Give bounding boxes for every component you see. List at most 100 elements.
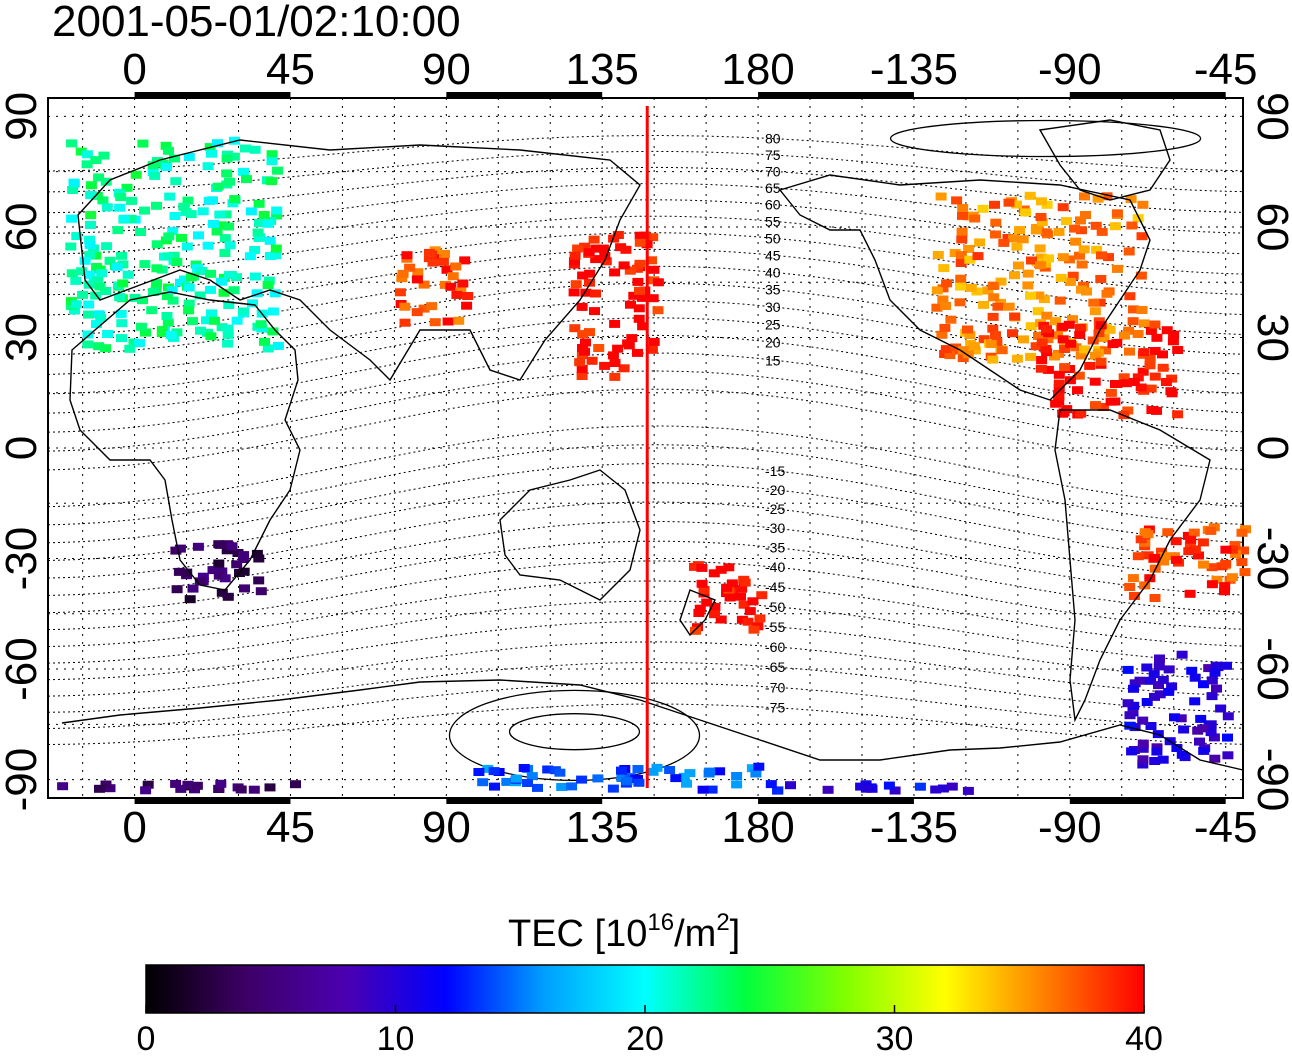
tec-cell <box>1067 315 1078 324</box>
tec-cell <box>1170 555 1182 564</box>
tec-cell <box>1033 331 1044 340</box>
tec-cell <box>146 306 158 315</box>
tec-cell <box>1151 747 1163 756</box>
tec-cell <box>1018 335 1029 344</box>
tec-cell <box>599 361 611 370</box>
tec-cell <box>135 228 147 236</box>
tec-cell <box>201 316 212 325</box>
top-lon-tick-label: 90 <box>422 45 471 94</box>
contour-label: 40 <box>765 264 781 280</box>
tec-cell <box>697 785 709 794</box>
tec-cell <box>221 169 233 178</box>
tec-cell <box>111 262 123 271</box>
tec-cell <box>1057 322 1069 331</box>
tec-cell <box>451 290 463 299</box>
tec-cell <box>883 781 895 790</box>
top-lon-tick-label: 0 <box>122 45 146 94</box>
tec-cell <box>473 768 485 776</box>
tec-cell <box>990 218 1002 227</box>
tec-cell <box>114 203 126 212</box>
tec-cell <box>100 780 112 789</box>
tec-cell <box>996 346 1008 355</box>
tec-cell <box>489 782 500 791</box>
tec-cell <box>1172 410 1184 419</box>
tec-cell <box>1094 298 1106 307</box>
tec-cell <box>148 288 159 296</box>
colorbar-label-exponent: 16 <box>647 909 674 936</box>
tec-cell <box>1075 351 1087 360</box>
tec-cell <box>1036 218 1048 227</box>
tec-cell <box>175 278 186 287</box>
frame-bar <box>1069 92 1226 98</box>
tec-cell <box>208 219 219 228</box>
frame-bar <box>1069 798 1226 804</box>
tec-cell <box>272 166 284 175</box>
tec-cell <box>262 219 274 228</box>
tec-cell <box>600 257 612 266</box>
tec-cell <box>231 316 243 325</box>
tec-cell <box>568 288 580 297</box>
tec-cell <box>1009 312 1021 321</box>
tec-cell <box>270 244 282 253</box>
tec-cell <box>750 769 762 778</box>
frame-bar <box>446 92 603 98</box>
tec-cell <box>1127 317 1139 326</box>
tec-cell <box>139 206 150 215</box>
new-zealand-coastline <box>679 589 716 637</box>
tec-cell <box>620 245 632 254</box>
tec-cell <box>1036 356 1048 364</box>
tec-cell <box>1098 334 1110 342</box>
tec-cell <box>1076 226 1087 235</box>
tec-cell <box>238 167 249 176</box>
frame-bar <box>758 92 914 98</box>
tec-cell <box>1194 737 1205 746</box>
tec-cell <box>447 272 459 281</box>
tec-cell <box>1211 684 1222 693</box>
contour-label: -50 <box>765 599 785 615</box>
tec-cell <box>889 786 901 795</box>
tec-cell <box>1221 661 1232 670</box>
tec-cell <box>65 242 77 251</box>
tec-cell <box>1183 547 1195 556</box>
tec-cell <box>97 196 109 205</box>
tec-cell <box>1227 545 1238 554</box>
tec-cell <box>735 592 746 601</box>
tec-cell <box>1137 200 1149 209</box>
tec-cell <box>163 232 175 241</box>
right-lat-tick-label: 30 <box>1248 313 1292 362</box>
tec-cell <box>264 252 276 260</box>
tec-cell <box>1061 217 1072 226</box>
tec-cell <box>618 261 630 270</box>
contour-label: -60 <box>765 639 785 655</box>
contour-label: 55 <box>765 213 781 229</box>
tec-cell <box>753 762 765 771</box>
tec-cell <box>411 308 423 317</box>
tec-cell <box>215 779 227 788</box>
tec-cell <box>442 317 454 326</box>
tec-cell <box>1035 364 1047 373</box>
tec-cell <box>290 780 301 789</box>
tec-cell <box>185 273 197 282</box>
tec-cell <box>1206 676 1218 685</box>
tec-cell <box>1126 747 1138 756</box>
tec-cell <box>709 610 720 619</box>
tec-cell <box>744 607 756 616</box>
tec-cell <box>747 597 759 606</box>
tec-cell <box>1141 698 1153 706</box>
tec-cell <box>709 603 721 611</box>
tec-cell <box>632 277 644 286</box>
contour-label: -15 <box>765 463 785 479</box>
tec-cell <box>987 355 999 364</box>
tec-cell <box>412 268 424 277</box>
tec-cell <box>1136 306 1148 314</box>
tec-cell <box>1167 337 1179 346</box>
tec-cell <box>90 156 102 165</box>
tec-cell <box>969 214 981 223</box>
bottom-lon-tick-label: -135 <box>870 803 958 852</box>
tec-cell <box>1138 319 1150 328</box>
tec-cell <box>962 786 974 795</box>
tec-cell <box>195 326 206 335</box>
tec-cell <box>219 249 231 257</box>
tec-cell <box>1137 716 1149 725</box>
tec-cell <box>1198 560 1209 569</box>
